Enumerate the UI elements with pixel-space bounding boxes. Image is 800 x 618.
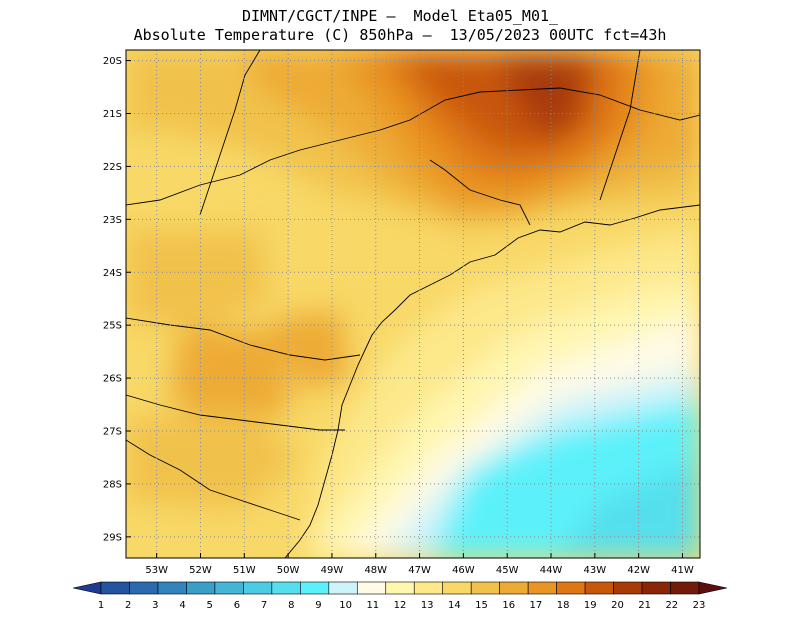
lat-label: 28S — [103, 479, 122, 490]
colorbar-segment — [527, 581, 557, 595]
lon-label: 51W — [233, 565, 256, 576]
colorbar-segment — [243, 581, 273, 595]
colorbar-label: 3 — [152, 600, 158, 611]
colorbar-label: 20 — [611, 600, 624, 611]
colorbar-label: 23 — [693, 600, 706, 611]
colorbar-label: 4 — [179, 600, 185, 611]
lon-label: 46W — [452, 565, 475, 576]
colorbar-label: 10 — [339, 600, 352, 611]
colorbar-label: 21 — [638, 600, 651, 611]
colorbar-label: 13 — [421, 600, 434, 611]
colorbar-segment — [300, 581, 330, 595]
colorbar-segment — [641, 581, 671, 595]
colorbar-segment — [556, 581, 586, 595]
lat-label: 25S — [103, 321, 122, 332]
lon-label: 53W — [145, 565, 168, 576]
lon-label: 43W — [584, 565, 607, 576]
colorbar-segment — [271, 581, 301, 595]
lon-label: 44W — [540, 565, 563, 576]
colorbar-segment — [670, 581, 700, 595]
colorbar-segment — [442, 581, 472, 595]
colorbar-label: 9 — [315, 600, 321, 611]
lat-label: 26S — [103, 374, 122, 385]
colorbar-label: 22 — [665, 600, 678, 611]
colorbar-segment — [613, 581, 643, 595]
colorbar-label: 2 — [125, 600, 131, 611]
colorbar-segment — [100, 581, 130, 595]
lat-label: 21S — [103, 109, 122, 120]
colorbar-segment — [328, 581, 358, 595]
colorbar-segment — [385, 581, 415, 595]
colorbar-segment — [356, 581, 387, 595]
lat-label: 27S — [103, 427, 122, 438]
temperature-field — [126, 50, 700, 558]
latitude-labels: 20S 21S 22S 23S 24S 25S 26S 27S 28S 29S — [103, 56, 122, 543]
lon-label: 50W — [277, 565, 300, 576]
colorbar-label: 16 — [502, 600, 515, 611]
colorbar-label: 18 — [557, 600, 570, 611]
lat-label: 22S — [103, 162, 122, 173]
colorbar-label: 7 — [261, 600, 267, 611]
lat-label: 23S — [103, 215, 122, 226]
colorbar-label: 11 — [366, 600, 379, 611]
longitude-labels: 53W 52W 51W 50W 49W 48W 47W 46W 45W 44W 43W 42W 41W — [145, 565, 694, 576]
colorbar-label: 6 — [234, 600, 240, 611]
colorbar-segment — [584, 581, 614, 595]
colorbar-label: 15 — [475, 600, 488, 611]
colorbar-segment — [214, 581, 244, 595]
colorbar-high-arrow — [698, 581, 728, 595]
lon-label: 41W — [671, 565, 694, 576]
colorbar-segment — [186, 581, 216, 595]
lat-label: 24S — [103, 268, 122, 279]
colorbar-label: 19 — [584, 600, 597, 611]
lon-label: 52W — [189, 565, 212, 576]
colorbar-segment — [413, 581, 444, 595]
colorbar-label: 8 — [288, 600, 294, 611]
colorbar-label: 17 — [530, 600, 543, 611]
lon-label: 45W — [496, 565, 519, 576]
map-frame — [125, 49, 701, 559]
colorbar-segment — [157, 581, 187, 595]
colorbar-segment — [499, 581, 529, 595]
map-title-line-1: DIMNT/CGCT/INPE – Model Eta05_M01_ — [241, 7, 559, 25]
map-title-line-2: Absolute Temperature (C) 850hPa – 13/05/… — [133, 26, 667, 44]
colorbar-label: 5 — [207, 600, 213, 611]
lat-label: 29S — [103, 532, 122, 543]
colorbar-segment — [470, 581, 500, 595]
colorbar: 1 2 3 4 5 6 7 8 9 10 11 12 13 14 15 16 17 18 19 20 21 22 23 — [72, 581, 728, 611]
colorbar-label: 1 — [98, 600, 104, 611]
lat-label: 20S — [103, 56, 122, 67]
lon-label: 42W — [627, 565, 650, 576]
colorbar-label: 12 — [394, 600, 407, 611]
lon-label: 47W — [408, 565, 431, 576]
colorbar-low-arrow — [72, 581, 102, 595]
colorbar-label: 14 — [448, 600, 461, 611]
lat-lon-grid — [126, 50, 700, 558]
lon-label: 49W — [321, 565, 344, 576]
colorbar-segment — [129, 581, 159, 595]
lon-label: 48W — [364, 565, 387, 576]
